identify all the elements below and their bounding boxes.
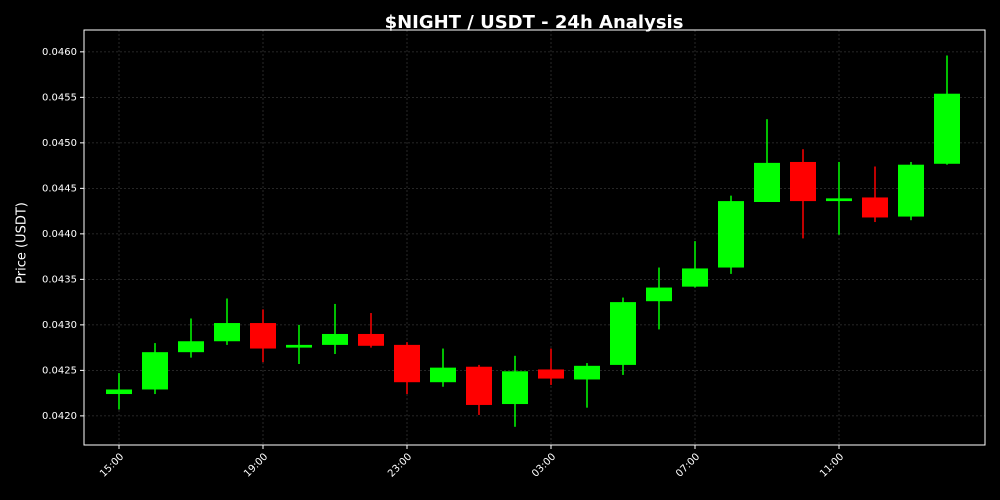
candle-body [466,366,492,405]
candle-body [250,323,276,349]
candle-body [790,161,816,202]
y-tick-label: 0.0425 [42,365,77,376]
candle-body [394,344,420,383]
y-tick-label: 0.0420 [42,411,77,422]
candle-body [286,344,312,348]
candle-body [214,323,240,342]
chart-title: $NIGHT / USDT - 24h Analysis [385,12,684,33]
y-tick-label: 0.0435 [42,274,77,285]
candle-body [862,197,888,218]
candle-body [502,371,528,405]
candle-body [430,367,456,383]
y-tick-label: 0.0445 [42,183,77,194]
y-tick-label: 0.0430 [42,320,77,331]
candle-body [142,352,168,390]
candle-body [538,369,564,379]
candle-body [322,333,348,345]
y-tick-label: 0.0460 [42,47,77,58]
y-tick-label: 0.0440 [42,229,77,240]
candle-body [574,365,600,380]
candle-body [826,198,852,202]
candle-body [106,389,132,395]
candle-body [754,162,780,203]
candle-body [610,302,636,365]
candle-body [682,268,708,287]
candle-body [898,164,924,217]
y-tick-label: 0.0455 [42,92,77,103]
candle-body [358,333,384,346]
candle-body [934,93,960,164]
y-tick-label: 0.0450 [42,138,77,149]
candle-body [178,341,204,353]
candle-body [718,201,744,268]
candle-body [646,287,672,302]
plot-frame [83,29,986,446]
y-axis-label: Price (USDT) [15,202,30,284]
